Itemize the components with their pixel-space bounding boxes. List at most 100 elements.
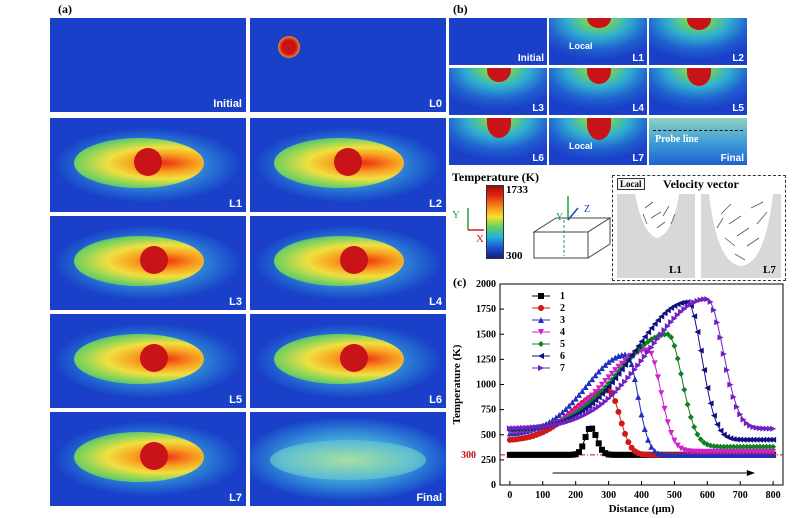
tile-label: L0 — [429, 98, 442, 110]
data-point — [763, 436, 770, 443]
data-point — [750, 423, 757, 430]
data-point — [737, 436, 744, 443]
data-point — [628, 361, 635, 368]
data-point — [710, 443, 717, 450]
melt-pool — [587, 68, 611, 84]
data-point — [635, 343, 642, 350]
melt-pool — [687, 18, 711, 30]
data-point — [608, 379, 615, 386]
legend-label: 6 — [560, 351, 565, 362]
xy-axis-glyph: Y X — [452, 208, 484, 245]
data-point — [543, 423, 550, 430]
data-point — [625, 439, 632, 446]
data-point — [599, 446, 606, 453]
data-point — [602, 378, 609, 385]
x-tick-label: 100 — [535, 490, 550, 501]
data-point — [582, 411, 589, 418]
data-point — [750, 436, 757, 443]
residual-heat — [270, 440, 426, 480]
data-point — [585, 409, 592, 416]
melt-pool — [587, 18, 611, 28]
data-point — [589, 400, 596, 407]
y-tick-label: 250 — [481, 455, 496, 466]
data-point — [753, 443, 760, 450]
data-point — [730, 394, 737, 401]
velocity-inset: Local Velocity vector L1 L7 — [612, 175, 786, 281]
data-point — [592, 405, 599, 412]
data-point — [717, 443, 724, 450]
data-point — [641, 426, 648, 433]
data-point — [618, 360, 625, 367]
data-point — [631, 347, 638, 354]
data-point — [770, 425, 777, 432]
data-point — [552, 421, 559, 428]
data-point — [710, 306, 717, 313]
data-point — [717, 427, 724, 434]
data-point — [602, 387, 609, 394]
data-point — [687, 301, 694, 308]
data-point — [533, 424, 540, 431]
data-point — [612, 354, 619, 361]
data-point — [697, 296, 704, 303]
panel-a-tile-l5: L5 — [50, 314, 246, 408]
data-point — [631, 451, 638, 458]
velocity-l7: L7 — [763, 264, 776, 276]
data-point — [724, 366, 731, 373]
x-tick-label: 700 — [733, 490, 748, 501]
data-point — [559, 451, 566, 458]
panel-b-tile-l6: L6 — [449, 118, 547, 165]
data-point — [592, 389, 599, 396]
data-point — [638, 411, 645, 418]
data-point — [654, 335, 661, 342]
data-point — [582, 399, 589, 406]
tile-label: L7 — [229, 492, 242, 504]
data-point — [671, 342, 678, 349]
data-point — [615, 408, 622, 415]
data-point — [625, 451, 632, 458]
panel-a-tile-l7: L7 — [50, 412, 246, 506]
data-point — [622, 430, 629, 437]
data-point — [589, 407, 596, 414]
panel-a-tile-l0: L0 — [250, 18, 446, 112]
data-point — [585, 395, 592, 402]
data-point — [572, 395, 579, 402]
data-point — [743, 443, 750, 450]
tile-label: Final — [720, 153, 744, 164]
velocity-plot — [617, 194, 781, 278]
data-point — [664, 323, 671, 330]
data-point — [510, 425, 517, 432]
panel-a-label: (a) — [58, 2, 72, 16]
data-point — [585, 425, 592, 432]
axis-z-label: Z — [584, 204, 590, 215]
data-point — [536, 423, 543, 430]
data-point — [599, 365, 606, 372]
data-point — [538, 365, 544, 371]
data-point — [658, 313, 665, 320]
data-point — [579, 402, 586, 409]
data-point — [760, 443, 767, 450]
data-point — [562, 419, 569, 426]
axis-x-label: X — [476, 233, 484, 245]
series-2: 2 — [506, 303, 777, 458]
data-point — [664, 331, 671, 338]
data-point — [608, 392, 615, 399]
data-point — [529, 451, 536, 458]
reference-tick-label: 300 — [461, 450, 476, 461]
data-point — [641, 333, 648, 340]
data-point — [733, 443, 740, 450]
data-point — [658, 331, 665, 338]
data-point — [651, 320, 658, 327]
data-point — [516, 425, 523, 432]
data-point — [572, 416, 579, 423]
heat-trail — [74, 236, 204, 286]
legend-label: 2 — [560, 303, 565, 314]
data-point — [760, 436, 767, 443]
data-point — [743, 436, 750, 443]
data-point — [602, 398, 609, 405]
data-point — [724, 443, 731, 450]
data-point — [770, 443, 777, 450]
panel-a-tile-l6: L6 — [250, 314, 446, 408]
data-point — [694, 297, 701, 304]
data-point — [529, 424, 536, 431]
data-point — [671, 437, 678, 444]
